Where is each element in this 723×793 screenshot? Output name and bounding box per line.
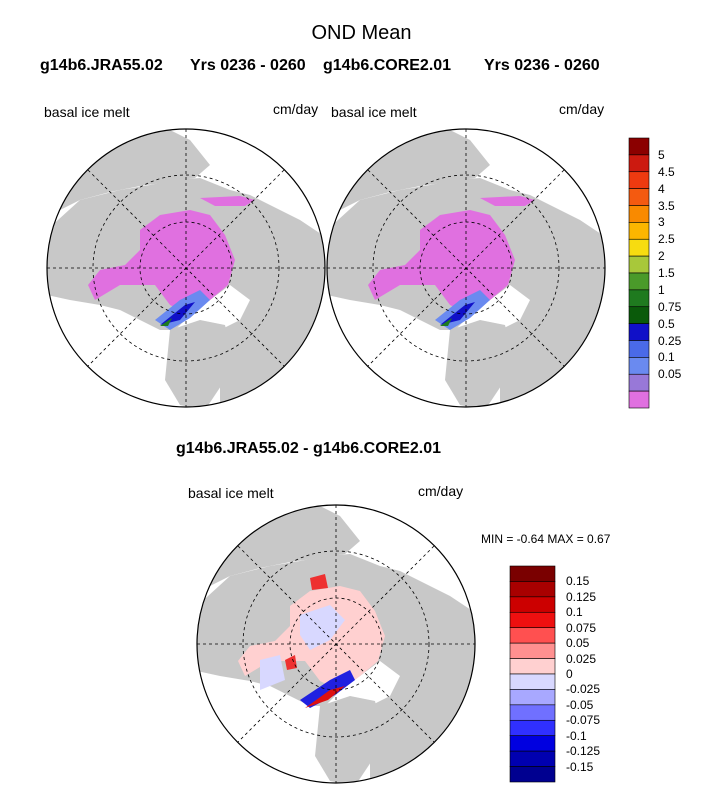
colorbar-tick-label: 2 — [658, 249, 665, 264]
colorbar-swatch — [628, 154, 650, 173]
colorbar-tick-label: -0.075 — [566, 713, 601, 728]
colorbar-tick-label: 3.5 — [658, 198, 675, 213]
colorbar-tick-label: -0.025 — [566, 682, 601, 697]
map-left — [47, 129, 325, 407]
colorbar-swatch — [509, 581, 556, 598]
colorbar-swatch — [509, 719, 556, 737]
colorbar-swatch — [628, 323, 650, 341]
panel-right-years: Yrs 0236 - 0260 — [484, 57, 600, 74]
colorbar-swatch — [509, 750, 556, 767]
panel-right-units: cm/day — [559, 101, 605, 117]
colorbar-swatch — [628, 171, 650, 189]
colorbar-swatch — [509, 673, 556, 690]
colorbar-tick-label: 0.5 — [658, 316, 675, 331]
diff-stats: MIN = -0.64 MAX = 0.67 — [481, 532, 611, 546]
colorbar-swatch — [509, 627, 556, 644]
colorbar-tick-label: 0.15 — [566, 574, 590, 589]
colorbar-tick-label: 0.05 — [566, 636, 590, 651]
panel-left-years: Yrs 0236 - 0260 — [190, 57, 306, 74]
colorbar-swatch — [628, 289, 650, 308]
colorbar-swatch — [509, 565, 556, 582]
diff-lightblue — [300, 605, 345, 650]
colorbar-tick-label: -0.1 — [566, 728, 587, 743]
colorbar-diff — [509, 565, 556, 783]
panel-right-case: g14b6.CORE2.01 — [323, 57, 452, 74]
panel-left-case: g14b6.JRA55.02 — [40, 57, 163, 74]
colorbar-swatch — [509, 596, 556, 613]
colorbar-swatch — [628, 255, 650, 274]
colorbar-swatch — [509, 704, 556, 721]
colorbar-swatch — [509, 766, 556, 783]
colorbar-swatch — [628, 373, 650, 392]
melt-pink-top — [200, 196, 255, 206]
colorbar-swatch — [628, 357, 650, 375]
colorbar-tick-label: 0.075 — [566, 620, 597, 635]
colorbar-tick-label: 0.125 — [566, 589, 597, 604]
melt-pink — [88, 210, 235, 315]
colorbar-swatch — [509, 689, 556, 706]
colorbar-tick-label: 0.75 — [658, 299, 682, 314]
colorbar-swatch — [509, 611, 556, 629]
colorbar-tick-label: 4.5 — [658, 164, 675, 179]
graticule-left — [47, 129, 325, 407]
panel-left-variable: basal ice melt — [44, 104, 130, 120]
colorbar-tick-label: 3 — [658, 215, 665, 230]
colorbar-swatch — [509, 642, 556, 659]
diff-title: g14b6.JRA55.02 - g14b6.CORE2.01 — [176, 440, 442, 457]
colorbar-swatch — [509, 735, 556, 752]
colorbar-top — [628, 137, 650, 409]
colorbar-swatch — [628, 390, 650, 409]
colorbar-tick-label: 4 — [658, 181, 665, 196]
colorbar-swatch — [628, 188, 650, 206]
colorbar-tick-label: 0.25 — [658, 333, 682, 348]
colorbar-tick-label: -0.05 — [566, 697, 594, 712]
colorbar-swatch — [509, 658, 556, 675]
colorbar-tick-label: 5 — [658, 147, 665, 162]
colorbar-swatch — [628, 222, 650, 240]
colorbar-tick-label: 0.1 — [566, 605, 583, 620]
colorbar-swatch — [628, 137, 650, 156]
colorbar-swatch — [628, 340, 650, 358]
colorbar-tick-label: 1.5 — [658, 266, 675, 280]
colorbar-tick-label: 0.1 — [658, 350, 675, 365]
colorbar-swatch — [628, 272, 650, 291]
panel-right-variable: basal ice melt — [331, 104, 417, 120]
colorbar-tick-label: 0.05 — [658, 367, 682, 382]
colorbar-tick-label: -0.15 — [566, 759, 594, 774]
map-right — [327, 129, 605, 407]
colorbar-swatch — [628, 306, 650, 324]
colorbar-tick-label: 0 — [566, 667, 573, 681]
land-greenland — [165, 320, 230, 407]
colorbar-swatch — [628, 205, 650, 223]
map-diff — [197, 505, 475, 783]
colorbar-tick-label: 2.5 — [658, 232, 675, 247]
diff-red — [305, 686, 345, 708]
diff-units: cm/day — [418, 483, 464, 499]
diff-variable: basal ice melt — [188, 485, 274, 501]
colorbar-swatch — [628, 238, 650, 257]
colorbar-tick-label: 0.025 — [566, 651, 597, 666]
figure-title: OND Mean — [311, 22, 412, 44]
colorbar-tick-label: -0.125 — [566, 744, 601, 759]
colorbar-tick-label: 1 — [658, 282, 665, 297]
panel-left-units: cm/day — [273, 101, 319, 117]
